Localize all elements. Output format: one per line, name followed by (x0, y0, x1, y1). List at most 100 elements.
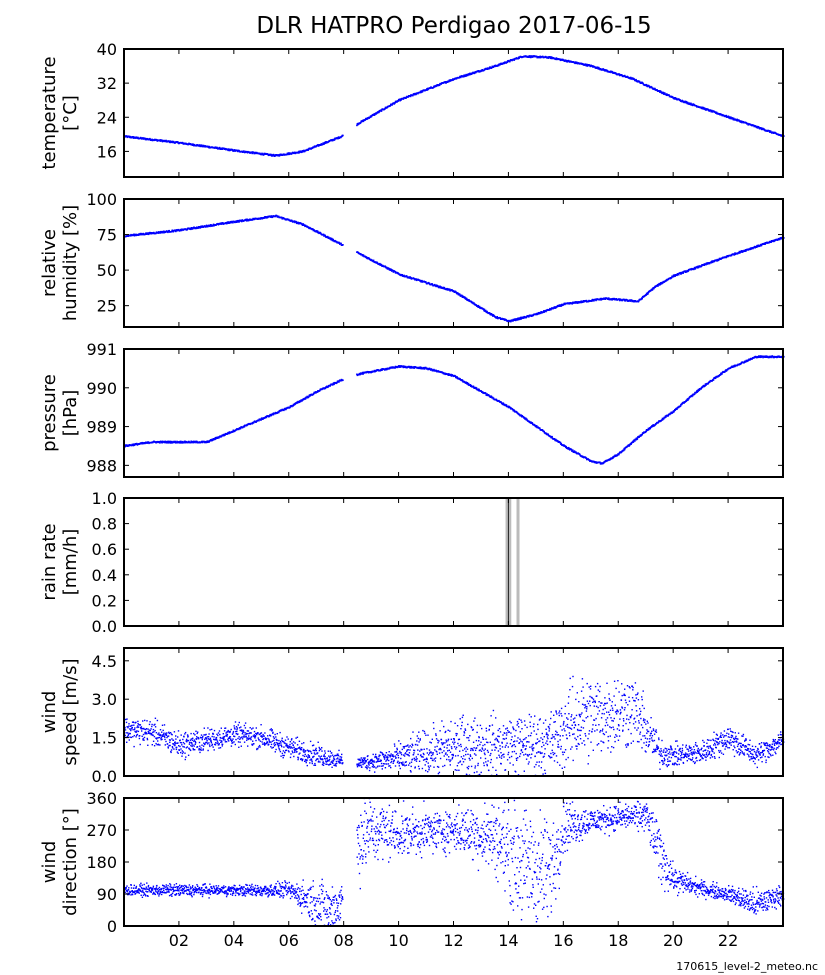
data-point (302, 224, 304, 226)
data-point (198, 747, 200, 750)
data-point (704, 385, 706, 387)
data-point (179, 741, 182, 744)
data-point (176, 751, 179, 753)
data-point (188, 743, 191, 745)
data-point (316, 230, 318, 232)
data-point (757, 355, 760, 357)
data-point (749, 358, 752, 361)
data-point (228, 222, 230, 224)
data-point (357, 123, 359, 126)
data-point (517, 317, 519, 320)
data-point (362, 373, 364, 375)
data-point (324, 387, 327, 389)
data-point (701, 106, 703, 109)
data-point (181, 752, 184, 755)
data-point (700, 265, 703, 267)
data-point (626, 299, 628, 301)
data-point (235, 220, 237, 222)
data-point (278, 155, 281, 157)
data-point (340, 379, 342, 382)
data-point (194, 734, 196, 736)
data-point (187, 735, 189, 737)
data-point (164, 734, 167, 736)
data-point (252, 217, 254, 220)
data-point (222, 434, 225, 437)
data-point (542, 311, 545, 313)
data-point (125, 444, 128, 446)
data-point (182, 440, 184, 443)
data-point (542, 55, 544, 58)
data-point (388, 267, 390, 270)
data-point (406, 275, 408, 278)
data-point (719, 374, 722, 376)
data-point (672, 276, 674, 278)
data-point (621, 299, 624, 302)
data-point (289, 406, 291, 408)
data-point (366, 256, 368, 259)
data-point (661, 419, 663, 421)
data-point (157, 232, 159, 234)
data-point (409, 367, 411, 369)
data-point (659, 90, 662, 93)
data-point (442, 371, 444, 374)
data-point (322, 233, 325, 236)
data-point (164, 736, 166, 738)
data-point (135, 721, 137, 724)
data-point (142, 733, 145, 736)
data-point (177, 141, 179, 143)
data-point (127, 734, 129, 737)
data-point (515, 319, 518, 321)
data-point (435, 285, 437, 288)
data-point (258, 419, 260, 422)
data-point (178, 749, 181, 751)
data-point (701, 107, 704, 110)
data-point (593, 300, 595, 302)
data-point (402, 98, 405, 100)
data-point (585, 457, 588, 459)
data-point (151, 725, 153, 728)
data-point (466, 382, 469, 384)
data-point (153, 745, 156, 747)
data-point (233, 150, 235, 152)
data-point (277, 215, 280, 218)
data-point (749, 248, 751, 251)
data-point (702, 106, 705, 109)
data-point (762, 356, 764, 359)
data-point (186, 741, 188, 743)
data-point (594, 298, 597, 301)
y-axis-label-temperature: temperature[°C] (39, 56, 81, 169)
data-point (728, 116, 731, 118)
data-point (708, 110, 711, 112)
data-point (518, 317, 520, 319)
data-point (455, 377, 458, 379)
data-point (530, 56, 532, 59)
data-point (457, 292, 459, 295)
series-relative-humidity (124, 214, 785, 323)
data-point (412, 366, 415, 369)
data-point (613, 298, 616, 300)
data-point (317, 145, 320, 147)
data-point (687, 269, 690, 272)
data-point (207, 736, 210, 738)
data-point (417, 92, 419, 95)
data-point (202, 745, 205, 747)
data-point (697, 265, 699, 268)
data-point (679, 271, 682, 274)
data-point (759, 127, 762, 129)
data-point (201, 744, 203, 746)
data-point (413, 278, 416, 280)
data-point (677, 273, 680, 276)
data-point (161, 731, 163, 733)
data-point (380, 368, 383, 370)
data-point (652, 287, 654, 289)
data-point (484, 309, 487, 312)
data-point (288, 153, 290, 156)
data-point (288, 152, 290, 154)
data-point (711, 111, 714, 113)
data-point (216, 733, 218, 735)
data-point (145, 728, 147, 731)
data-point (229, 731, 231, 734)
data-point (272, 413, 275, 416)
data-point (158, 744, 160, 746)
data-point (327, 386, 330, 388)
